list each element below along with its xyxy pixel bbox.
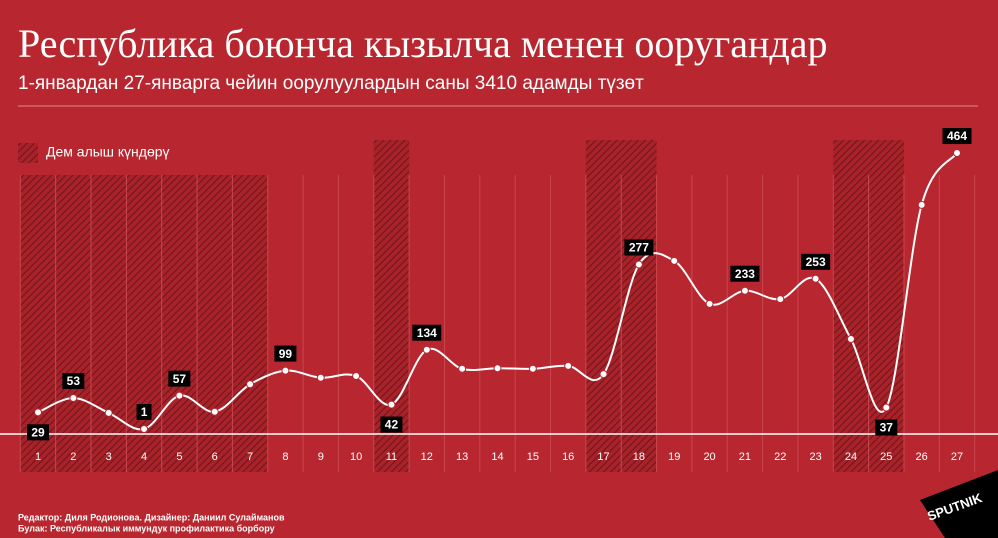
point	[776, 295, 785, 304]
legend-label: Дем алыш күндөрү	[46, 144, 170, 160]
x-tick-label: 10	[350, 451, 362, 463]
point	[104, 408, 113, 417]
footer-credit: Редактор: Диля Родионова. Дизайнер: Дани…	[18, 512, 285, 522]
x-tick-label: 16	[562, 451, 574, 463]
x-tick-label: 27	[951, 451, 963, 463]
point	[740, 286, 749, 295]
value-label-box	[801, 253, 831, 270]
value-label-box	[136, 404, 152, 421]
x-tick-label: 9	[318, 451, 324, 463]
x-tick-label: 18	[633, 451, 645, 463]
weekend-band	[232, 175, 268, 472]
logo-bg	[920, 470, 998, 538]
point	[634, 260, 643, 269]
legend-swatch	[18, 143, 38, 163]
point	[564, 361, 573, 370]
value-label: 464	[947, 129, 967, 143]
point	[599, 370, 608, 379]
value-label-box	[875, 419, 898, 436]
x-tick-label: 1	[35, 451, 41, 463]
weekend-band	[91, 175, 127, 472]
value-label: 233	[735, 267, 755, 281]
point	[917, 200, 926, 209]
value-label-box	[380, 416, 403, 433]
point	[528, 364, 537, 373]
point	[246, 380, 255, 389]
point	[953, 149, 961, 158]
x-tick-label: 26	[916, 451, 928, 463]
value-label: 37	[880, 421, 894, 435]
footer-source: Булак: Республикалык иммундук профилакти…	[18, 523, 275, 533]
value-label: 1	[141, 405, 148, 419]
x-tick-label: 21	[739, 451, 751, 463]
x-tick-label: 15	[527, 451, 539, 463]
x-tick-label: 4	[141, 451, 147, 463]
value-label: 53	[67, 374, 81, 388]
value-label: 134	[417, 326, 437, 340]
x-tick-label: 17	[597, 451, 609, 463]
value-label-box	[942, 128, 972, 145]
x-tick-label: 25	[880, 451, 892, 463]
value-label: 42	[385, 418, 399, 432]
value-label: 277	[629, 241, 649, 255]
value-label: 57	[173, 372, 187, 386]
value-label-box	[62, 373, 85, 390]
point	[210, 407, 219, 416]
value-label: 29	[31, 425, 45, 439]
point	[352, 371, 361, 380]
weekend-band	[161, 175, 198, 472]
value-label-box	[168, 370, 191, 387]
chart-title: Республика боюнча кызылча менен ооруганд…	[18, 21, 828, 66]
x-tick-label: 8	[282, 451, 288, 463]
value-label-box	[27, 424, 49, 441]
point	[281, 366, 290, 375]
weekend-band	[126, 175, 162, 472]
x-tick-label: 14	[491, 451, 503, 463]
x-tick-label: 19	[668, 451, 680, 463]
x-tick-label: 13	[456, 451, 468, 463]
point	[811, 274, 820, 283]
weekend-band	[20, 175, 56, 472]
x-tick-label: 12	[421, 451, 433, 463]
x-tick-label: 23	[809, 451, 821, 463]
x-tick-label: 2	[70, 451, 76, 463]
point	[493, 364, 502, 373]
point	[705, 299, 714, 308]
x-tick-label: 3	[106, 451, 112, 463]
weekend-band	[621, 140, 657, 472]
weekend-band	[833, 140, 869, 472]
value-label-box	[624, 239, 654, 256]
x-tick-label: 7	[247, 451, 253, 463]
point	[670, 256, 679, 265]
point	[882, 403, 891, 412]
point	[458, 364, 467, 373]
x-tick-label: 6	[212, 451, 218, 463]
value-label: 253	[806, 255, 826, 269]
x-tick-label: 5	[176, 451, 182, 463]
x-tick-label: 11	[386, 451, 397, 463]
point	[69, 394, 78, 403]
line	[37, 152, 958, 431]
x-tick-label: 22	[774, 451, 786, 463]
point	[846, 335, 855, 344]
value-label-box	[274, 345, 297, 362]
weekend-band	[585, 140, 622, 472]
point	[140, 425, 149, 434]
value-label: 99	[279, 347, 293, 361]
x-tick-label: 20	[703, 451, 715, 463]
weekend-band	[55, 175, 92, 472]
value-label-box	[412, 324, 442, 341]
point	[422, 345, 431, 354]
x-tick-label: 24	[845, 451, 857, 463]
point	[34, 408, 42, 417]
subtitle: 1-январдан 27-январга чейин оорулууларды…	[18, 73, 644, 94]
point	[175, 391, 184, 400]
weekend-band	[197, 175, 233, 472]
value-label-box	[730, 265, 760, 282]
point	[387, 400, 396, 409]
weekend-band	[868, 140, 904, 472]
point	[316, 373, 325, 382]
